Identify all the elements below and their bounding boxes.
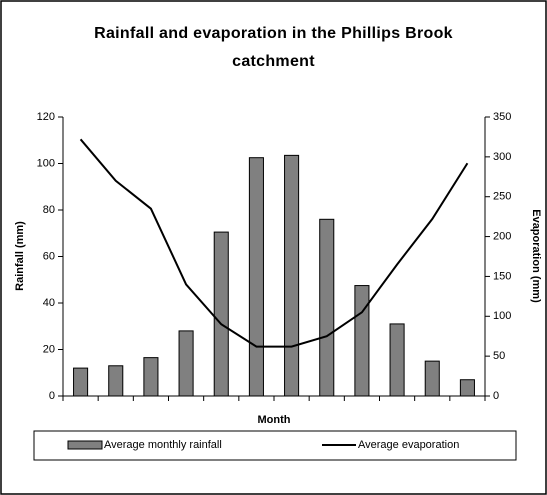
bar bbox=[284, 154, 300, 397]
y-tick-label: 80 bbox=[43, 204, 55, 216]
bar bbox=[178, 330, 194, 397]
y2-tick-label: 350 bbox=[493, 111, 511, 123]
y-tick-label: 60 bbox=[43, 250, 55, 262]
y2-tick-label: 100 bbox=[493, 310, 511, 322]
bar bbox=[389, 323, 405, 397]
bar bbox=[319, 218, 335, 397]
y-tick-label: 120 bbox=[37, 111, 55, 123]
chart-title: Rainfall and evaporation in the Phillips… bbox=[94, 25, 453, 70]
y2-axis-label: Evaporation (mm) bbox=[530, 209, 542, 303]
y-tick-label: 20 bbox=[43, 343, 55, 355]
bar bbox=[424, 360, 440, 397]
y2-tick-label: 300 bbox=[493, 151, 511, 163]
legend-label: Average monthly rainfall bbox=[104, 439, 222, 451]
bar bbox=[73, 367, 89, 397]
y2-tick-label: 200 bbox=[493, 230, 511, 242]
y-tick-label: 0 bbox=[49, 390, 55, 402]
legend bbox=[33, 430, 517, 461]
bar bbox=[108, 365, 124, 397]
bar bbox=[354, 285, 370, 397]
line bbox=[79, 138, 469, 348]
bar bbox=[459, 379, 475, 397]
legend-label: Average evaporation bbox=[358, 439, 459, 451]
y2-tick-label: 0 bbox=[493, 390, 499, 402]
bar bbox=[143, 357, 159, 397]
y2-tick-label: 250 bbox=[493, 191, 511, 203]
legend-swatch bbox=[67, 440, 103, 450]
y2-tick-label: 150 bbox=[493, 270, 511, 282]
bar bbox=[213, 231, 229, 397]
bar bbox=[248, 157, 264, 397]
y-axis-label: Rainfall (mm) bbox=[14, 221, 26, 291]
y-tick-label: 100 bbox=[37, 157, 55, 169]
x-axis-label: Month bbox=[258, 414, 291, 426]
y2-tick-label: 50 bbox=[493, 350, 505, 362]
y-tick-label: 40 bbox=[43, 297, 55, 309]
